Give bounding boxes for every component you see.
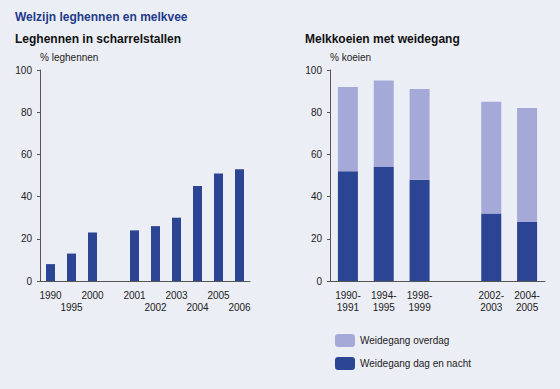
svg-text:0: 0 <box>316 276 322 287</box>
svg-text:% koeien: % koeien <box>330 52 371 63</box>
svg-text:2003: 2003 <box>165 290 188 301</box>
svg-text:2004: 2004 <box>186 302 209 313</box>
svg-text:40: 40 <box>311 191 323 202</box>
svg-text:100: 100 <box>15 65 32 76</box>
svg-text:60: 60 <box>311 149 323 160</box>
svg-text:2002: 2002 <box>144 302 167 313</box>
svg-text:2006: 2006 <box>228 302 251 313</box>
svg-text:1990: 1990 <box>39 290 62 301</box>
svg-text:Melkkoeien met weidegang: Melkkoeien met weidegang <box>305 32 460 46</box>
svg-text:1991: 1991 <box>337 302 360 313</box>
svg-text:80: 80 <box>21 107 33 118</box>
svg-text:1998-: 1998- <box>407 290 433 301</box>
svg-text:100: 100 <box>305 65 322 76</box>
svg-text:Weidegang dag en nacht: Weidegang dag en nacht <box>360 358 471 369</box>
svg-text:1995: 1995 <box>373 302 396 313</box>
svg-text:% leghennen: % leghennen <box>40 52 98 63</box>
svg-text:2003: 2003 <box>480 302 503 313</box>
svg-text:1990-: 1990- <box>335 290 361 301</box>
svg-text:80: 80 <box>311 107 323 118</box>
svg-text:1999: 1999 <box>408 302 431 313</box>
svg-text:1995: 1995 <box>60 302 83 313</box>
svg-text:2004-: 2004- <box>514 290 540 301</box>
svg-text:1994-: 1994- <box>371 290 397 301</box>
svg-text:40: 40 <box>21 191 33 202</box>
svg-text:20: 20 <box>21 233 33 244</box>
svg-text:Leghennen in scharrelstallen: Leghennen in scharrelstallen <box>15 32 181 46</box>
svg-text:2002-: 2002- <box>478 290 504 301</box>
svg-text:2000: 2000 <box>81 290 104 301</box>
svg-text:2001: 2001 <box>123 290 146 301</box>
svg-text:60: 60 <box>21 149 33 160</box>
svg-text:2005: 2005 <box>516 302 539 313</box>
svg-text:0: 0 <box>26 276 32 287</box>
svg-text:2005: 2005 <box>207 290 230 301</box>
svg-text:Weidegang overdag: Weidegang overdag <box>360 335 449 346</box>
svg-text:20: 20 <box>311 233 323 244</box>
svg-text:Welzijn leghennen en melkvee: Welzijn leghennen en melkvee <box>15 10 188 24</box>
